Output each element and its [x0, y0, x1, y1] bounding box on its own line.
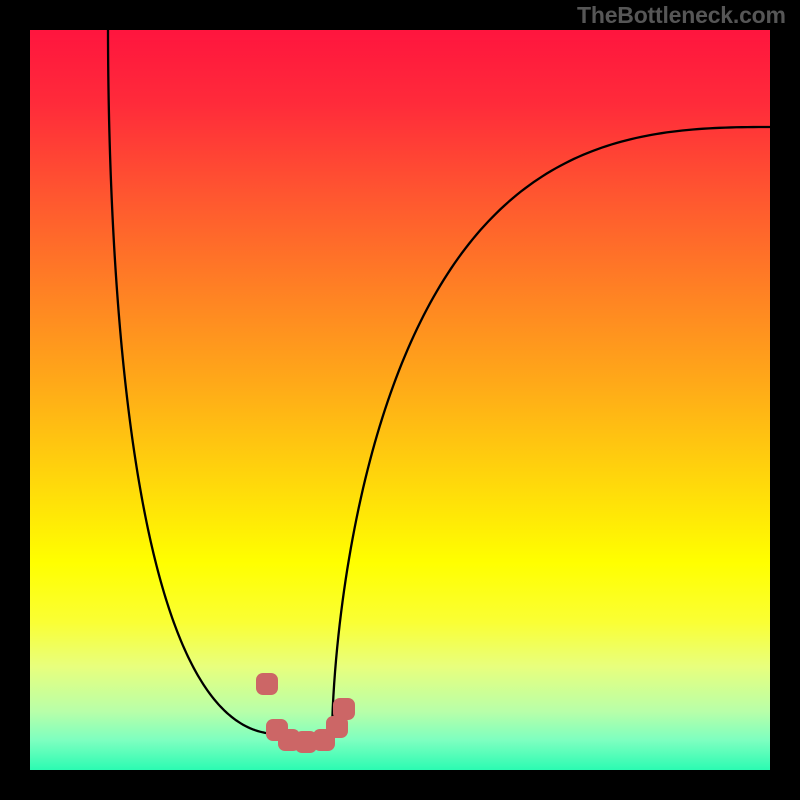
watermark-text: TheBottleneck.com: [577, 2, 786, 29]
gradient-background: [30, 30, 770, 770]
bottleneck-chart: [30, 30, 770, 770]
bottleneck-marker: [333, 698, 355, 720]
bottleneck-marker: [256, 673, 278, 695]
